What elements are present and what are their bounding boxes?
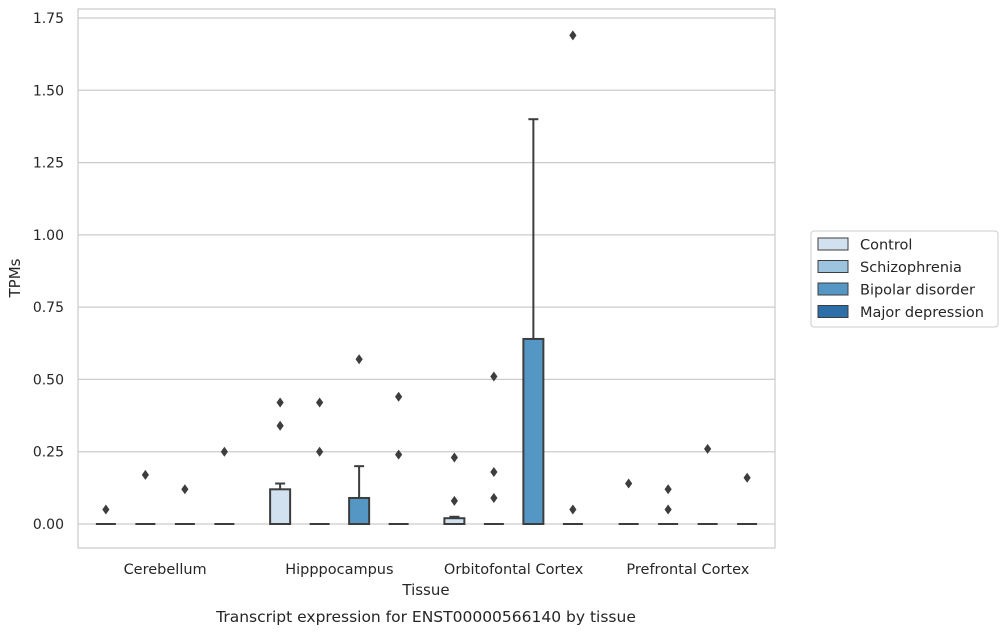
outlier-point <box>316 446 324 457</box>
box-group <box>483 371 504 525</box>
box-group <box>658 484 679 525</box>
box-group <box>269 397 292 525</box>
y-tick-label: 1.75 <box>33 11 64 27</box>
x-tick-label: Prefrontal Cortex <box>626 562 749 578</box>
y-tick-label: 1.25 <box>33 156 64 172</box>
outlier-point <box>395 391 403 402</box>
outlier-point <box>569 30 577 41</box>
outlier-point <box>490 466 498 477</box>
legend-swatch <box>817 282 849 296</box>
x-axis-label: Tissue <box>401 581 449 599</box>
chart-title: Transcript expression for ENST0000056614… <box>215 608 636 626</box>
outlier-point <box>102 504 110 515</box>
outlier-point <box>220 446 228 457</box>
legend-frame <box>810 230 999 328</box>
box-series <box>95 30 758 526</box>
outlier-point <box>276 420 284 431</box>
legend: Control Schizophrenia Bipolar disorder Majo… <box>810 230 999 328</box>
y-tick-label: 1.00 <box>33 228 64 244</box>
y-tick-label: 0.00 <box>33 517 64 533</box>
outlier-point <box>704 443 712 454</box>
x-tick-label: Cerebellum <box>124 562 207 578</box>
outlier-point <box>625 478 633 489</box>
box-group <box>388 391 409 525</box>
box-group <box>348 354 371 525</box>
box-group <box>174 484 195 525</box>
outlier-point <box>490 492 498 503</box>
box-group <box>443 452 466 526</box>
outlier-point <box>276 397 284 408</box>
outlier-point <box>181 484 189 495</box>
box <box>269 488 292 525</box>
y-tick-label: 0.75 <box>33 300 64 316</box>
outlier-point <box>490 371 498 382</box>
legend-swatch <box>817 260 849 273</box>
outlier-point <box>450 495 458 506</box>
outlier-point <box>395 449 403 460</box>
box-group <box>135 469 156 525</box>
outlier-point <box>141 469 149 480</box>
legend-label: Control <box>860 238 912 254</box>
outlier-point <box>450 452 458 463</box>
y-tick-label: 0.25 <box>33 445 64 461</box>
y-gridlines <box>78 17 775 525</box>
outlier-point <box>664 484 672 495</box>
box <box>348 496 371 525</box>
box-group <box>618 478 639 525</box>
box-group <box>95 504 116 525</box>
y-tick-label: 0.50 <box>33 372 64 388</box>
y-tick-label: 1.50 <box>33 83 64 99</box>
legend-swatch <box>817 237 849 251</box>
outlier-point <box>743 472 751 483</box>
box-group <box>562 30 583 525</box>
x-tick-label: Orbitofontal Cortex <box>444 562 584 578</box>
plot-frame <box>77 8 776 549</box>
box-group <box>522 118 545 525</box>
outlier-point <box>664 504 672 515</box>
outlier-point <box>355 354 363 365</box>
legend-label: Bipolar disorder <box>860 283 975 299</box>
y-tick-labels: 0.00 0.25 0.50 0.75 1.00 1.25 1.50 1.75 <box>33 11 64 533</box>
legend-swatch <box>817 305 849 318</box>
outlier-point <box>569 504 577 515</box>
legend-label: Major depression <box>860 305 984 321</box>
box-group <box>697 443 718 525</box>
box-group <box>214 446 235 525</box>
outlier-point <box>316 397 324 408</box>
x-tick-labels: Cerebellum Hipppocampus Orbitofontal Corte… <box>124 562 750 578</box>
y-axis-label: TPMs <box>6 258 24 298</box>
x-tick-label: Hipppocampus <box>285 562 393 578</box>
box-group <box>309 397 330 525</box>
box-group <box>737 472 758 525</box>
box <box>522 337 545 525</box>
legend-label: Schizophrenia <box>860 260 962 276</box>
